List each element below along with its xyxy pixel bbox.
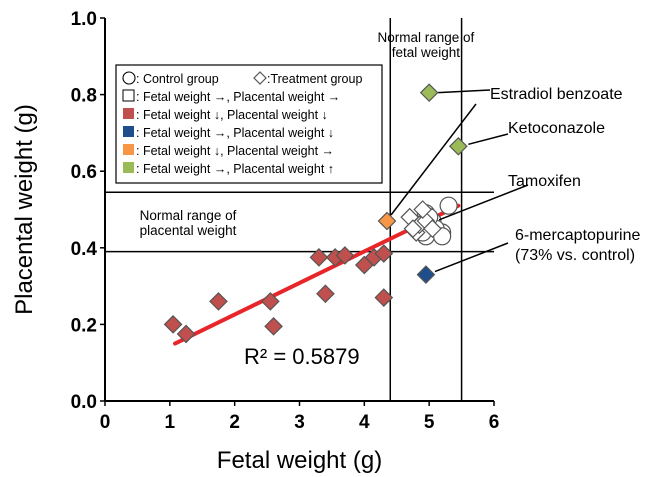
legend-diamond-icon xyxy=(253,71,267,85)
annotation-6-mercaptopurine: 6-mercaptopurine xyxy=(515,227,641,244)
fetal-range-label: Normal range of xyxy=(378,30,475,45)
annotation-leader-line xyxy=(390,103,477,216)
legend-swatch-blue xyxy=(123,126,134,137)
x-tick-label: 4 xyxy=(359,412,370,433)
treatment-point xyxy=(416,265,436,284)
treatment-point xyxy=(374,244,394,263)
legend-swatch-white xyxy=(122,89,135,102)
x-tick-label: 2 xyxy=(229,412,240,433)
x-tick-label: 1 xyxy=(165,412,176,433)
annotation-estradiol-benzoate: Estradiol benzoate xyxy=(490,86,623,103)
treatment-point xyxy=(316,284,335,304)
treatment-point xyxy=(377,211,397,231)
treatment-point xyxy=(163,315,183,334)
annotation-leader-line xyxy=(468,133,509,146)
legend-label-red: : Fetal weight ↓, Placental weight ↓ xyxy=(136,108,328,122)
y-tick-label: 0.0 xyxy=(71,392,97,413)
treatment-point xyxy=(309,248,329,267)
legend-label-treatment: :Treatment group xyxy=(267,72,362,86)
legend-box xyxy=(115,64,383,184)
y-tick-label: 0.8 xyxy=(71,86,97,107)
r-squared-label: R² = 0.5879 xyxy=(244,344,360,369)
y-tick-label: 1.0 xyxy=(71,9,97,30)
annotation-6-mercaptopurine-note: (73% vs. control) xyxy=(515,247,635,264)
y-tick-label: 0.6 xyxy=(71,162,97,183)
legend-label-green: : Fetal weight →, Placental weight ↑ xyxy=(136,162,334,176)
x-axis-title: Fetal weight (g) xyxy=(217,447,382,474)
y-tick-label: 0.2 xyxy=(71,315,97,336)
treatment-point xyxy=(403,219,423,238)
treatment-point xyxy=(209,292,228,311)
treatment-point xyxy=(413,200,433,219)
legend-swatch-green xyxy=(123,162,134,173)
treatment-point xyxy=(264,316,283,336)
control-point xyxy=(439,196,458,215)
annotation-leader-line xyxy=(434,242,509,273)
y-axis-title: Placental weight (g) xyxy=(11,104,38,315)
treatment-point xyxy=(335,246,355,265)
legend-label-blue: : Fetal weight →, Placental weight ↓ xyxy=(136,126,334,140)
legend-swatch-orange xyxy=(123,144,134,155)
legend-label-white: : Fetal weight →, Placental weight → xyxy=(136,90,340,104)
treatment-point xyxy=(423,219,442,238)
annotation-tamoxifen: Tamoxifen xyxy=(508,173,581,190)
y-tick-label: 0.4 xyxy=(71,239,98,260)
legend-swatch-red xyxy=(123,108,134,119)
annotation-ketoconazole: Ketoconazole xyxy=(508,120,605,137)
legend-label-orange: : Fetal weight ↓, Placental weight → xyxy=(136,144,334,158)
legend-label-control: : Control group xyxy=(136,72,219,86)
treatment-point xyxy=(260,292,280,311)
treatment-point xyxy=(374,288,394,307)
legend-circle-icon xyxy=(122,71,136,85)
treatment-point xyxy=(176,324,196,344)
x-tick-label: 6 xyxy=(489,412,500,433)
placental-range-label: placental weight xyxy=(140,223,237,238)
x-tick-label: 0 xyxy=(100,412,111,433)
x-tick-label: 5 xyxy=(424,412,435,433)
placental-range-label: Normal range of xyxy=(140,208,237,223)
treatment-point xyxy=(419,83,439,103)
annotation-leader-line xyxy=(438,184,529,221)
treatment-point xyxy=(448,136,468,156)
annotation-leader-line xyxy=(438,89,491,94)
x-tick-label: 3 xyxy=(294,412,305,433)
fetal-range-label: fetal weight xyxy=(392,45,461,60)
